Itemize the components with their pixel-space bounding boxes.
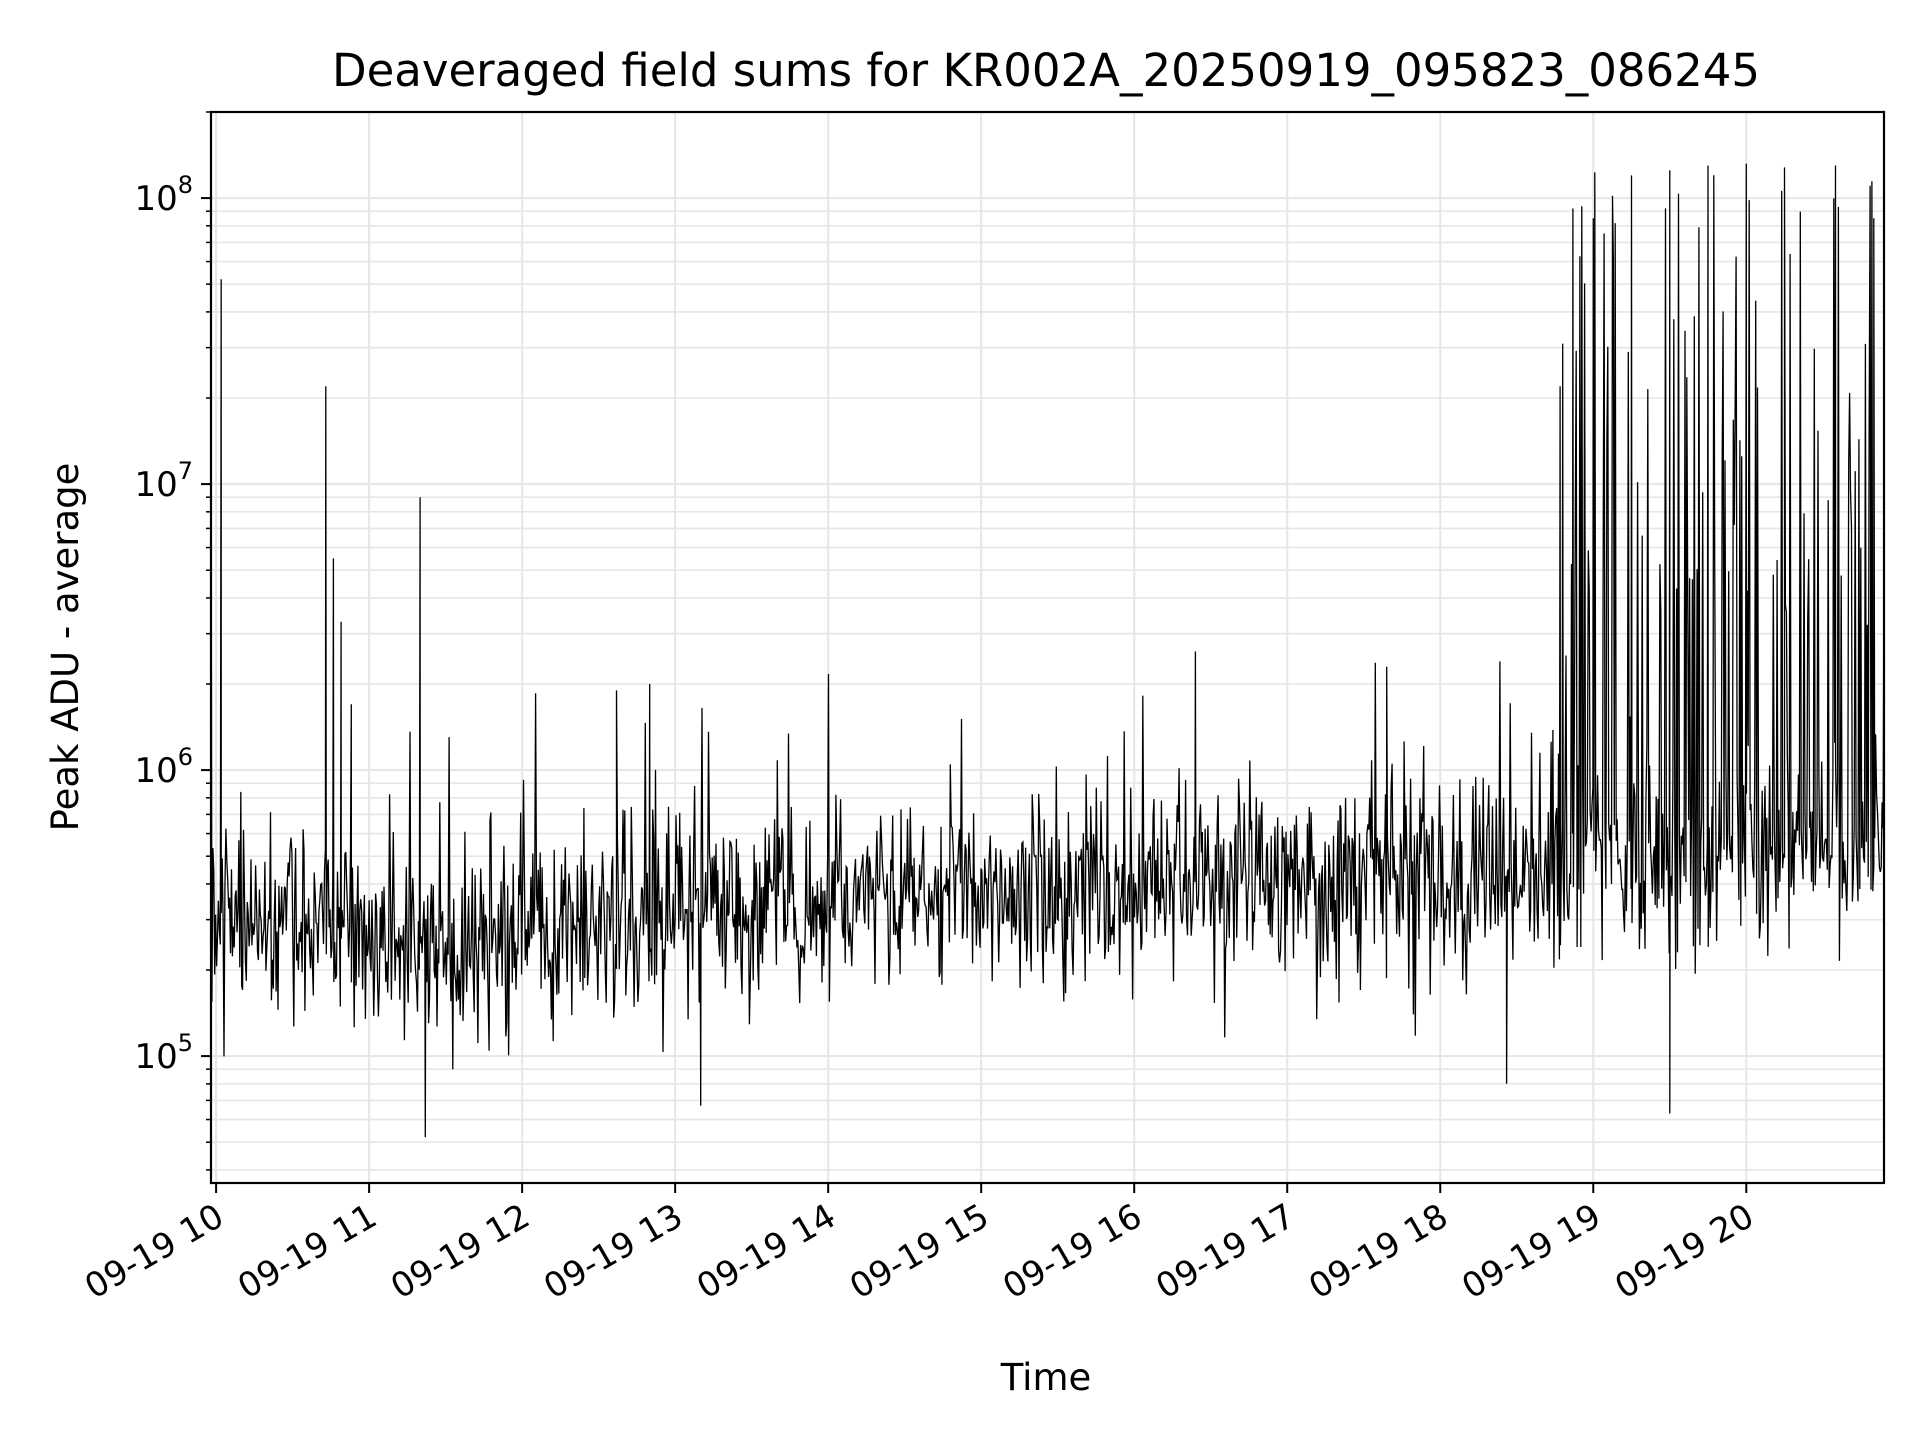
y-axis-label: Peak ADU - average bbox=[44, 463, 87, 832]
chart-title: Deaveraged field sums for KR002A_2025091… bbox=[332, 44, 1760, 97]
x-axis-label: Time bbox=[1000, 1356, 1092, 1399]
y-tick-label: 107 bbox=[134, 457, 193, 505]
y-tick-label: 105 bbox=[134, 1029, 193, 1077]
y-tick-label: 106 bbox=[134, 743, 193, 791]
plot-frame bbox=[209, 110, 1886, 1185]
y-axis: 105 106 107 108 bbox=[134, 111, 211, 1171]
series-line bbox=[211, 163, 1884, 1138]
y-tick-label: 108 bbox=[134, 171, 193, 219]
series-layer bbox=[211, 163, 1884, 1138]
